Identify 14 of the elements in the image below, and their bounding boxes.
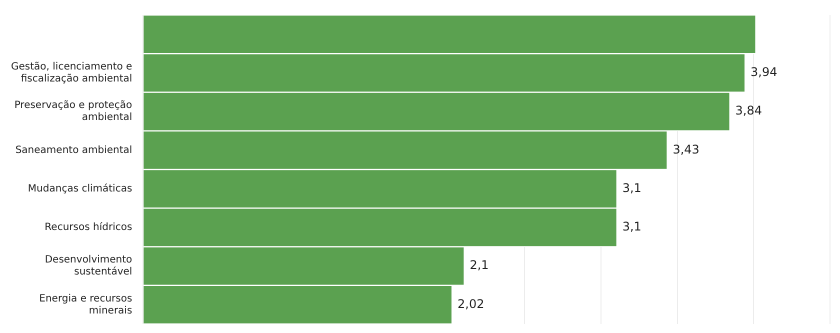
- y-tick-label: Energia e recursos minerais: [39, 293, 132, 316]
- data-label: 2,02: [457, 296, 484, 311]
- y-tick-label: Desenvolvimento sustentável: [44, 254, 132, 278]
- y-tick-label: Preservação e proteção ambiental: [14, 100, 132, 124]
- y-tick-label: Mudanças climáticas: [28, 183, 132, 194]
- data-label: 3,94: [750, 65, 778, 80]
- y-tick-label: Gestão, licenciamento e fiscalização ambiental: [11, 62, 132, 85]
- y-tick-label: Recursos hídricos: [44, 222, 132, 234]
- data-label: 2,1: [470, 258, 489, 272]
- data-label: 3,1: [622, 180, 642, 195]
- data-label: 3,43: [672, 142, 700, 156]
- data-label: 3,84: [735, 104, 762, 118]
- y-tick-label: Saneamento ambiental: [15, 144, 132, 156]
- data-label: 3,1: [622, 220, 642, 234]
